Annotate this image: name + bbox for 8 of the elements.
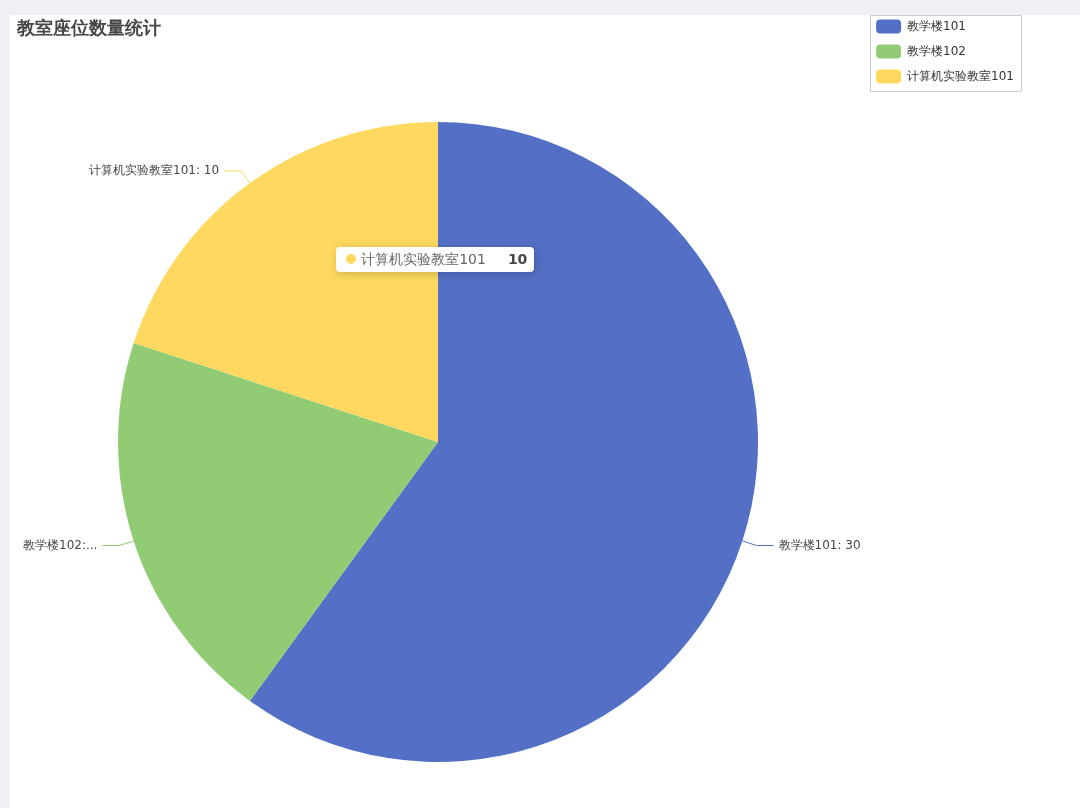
- legend-label: 教学楼102: [907, 43, 966, 58]
- data-label: 教学楼102:...: [23, 537, 98, 552]
- tooltip: 计算机实验教室101 10: [336, 246, 535, 272]
- data-label: 计算机实验教室101: 10: [89, 163, 220, 178]
- chart-title: 教室座位数量统计: [16, 16, 161, 38]
- legend-label: 教学楼101: [907, 18, 966, 33]
- legend-label: 计算机实验教室101: [907, 68, 1014, 83]
- data-label: 教学楼101: 30: [778, 537, 861, 552]
